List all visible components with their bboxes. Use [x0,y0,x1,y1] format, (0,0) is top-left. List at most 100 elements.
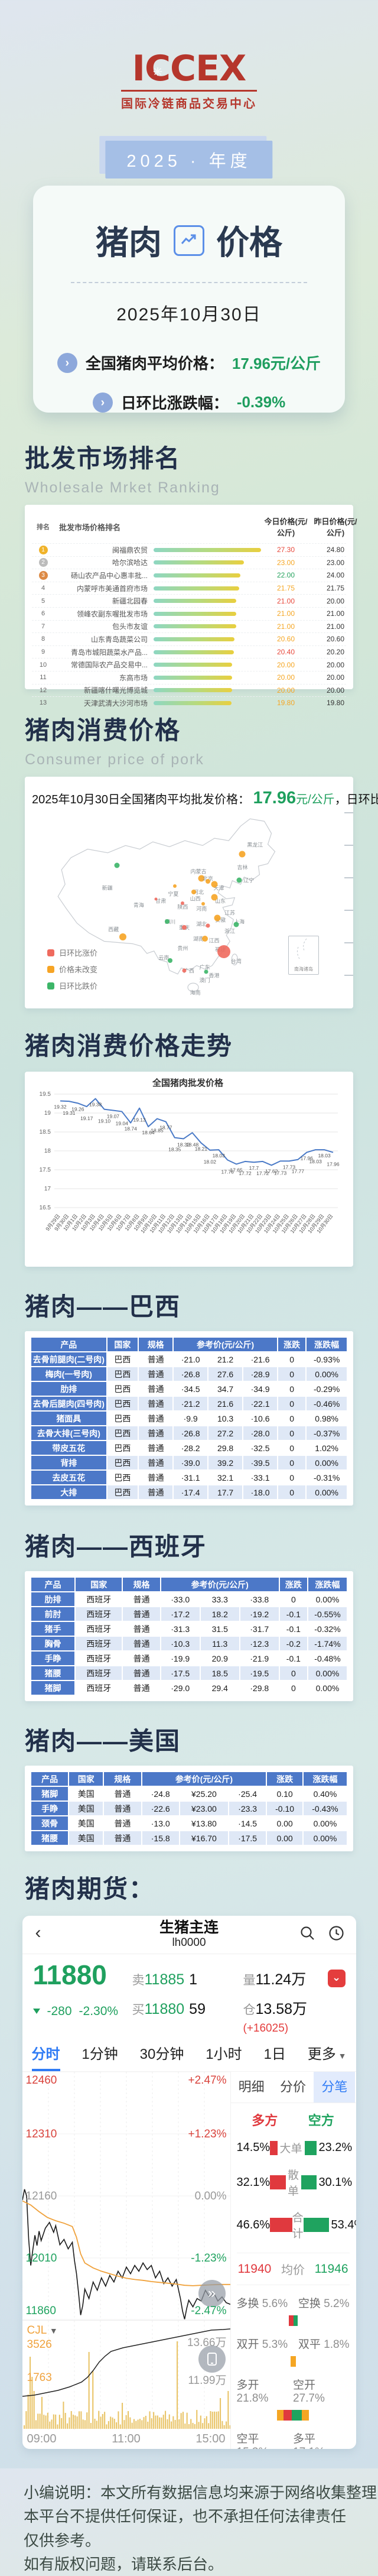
table-cell: ·26.8 [172,1425,209,1441]
column-header: 涨跌 [277,1336,307,1352]
table-cell: 普通 [138,1455,174,1471]
subtab-分笔[interactable]: 分笔 [314,2072,356,2103]
table-cell: 18.2 [199,1606,240,1622]
province-label: 江苏 [224,910,236,916]
stat-right: 空开 27.7% [293,2379,325,2405]
tab-1小时[interactable]: 1小时 [206,2046,242,2062]
size-label: 合计 [292,2212,304,2240]
yesterday-price: 20.00 [326,660,345,669]
price-bar [154,624,236,629]
table-cell: 0.00% [305,1366,348,1382]
trend-section-header: 猪肉消费价格走势 [25,1026,378,1062]
market-name: 包头市友谊 [112,622,148,631]
legend-item: 价格未改变 [47,963,97,975]
table-cell: 普通 [138,1440,174,1456]
futures-contract-heading: 生猪主连 lh0000 [159,1920,219,1949]
table-row: 猪脚 美国 普通 ·24.8 ¥25.20·25.4 0.10 0.40% [30,1786,348,1802]
back-button[interactable]: ‹ [35,1923,41,1942]
tab-30分钟[interactable]: 30分钟 [139,2046,184,2062]
rank-cell: 2 [32,558,54,567]
avg-price-row: 11940 均价 11946 [236,2253,350,2285]
tab-1日[interactable]: 1日 [263,2046,286,2062]
brand-subtitle: 国际冷链商品交易中心 [121,90,257,111]
table-cell: 西班牙 [74,1621,123,1637]
province-price-dot [191,889,196,894]
position-stat-row: 空平 15.3% 多平 17.1% [237,2430,350,2449]
futures-title: 猪肉期货： [25,1875,155,1903]
price-bar-track [154,573,261,578]
province-label: 天津 [213,885,224,891]
ranking-section-header: 批发市场排名 Wholesale Mrket Ranking [25,439,378,497]
subtab-分价[interactable]: 分价 [279,2079,306,2094]
table-cell: ·21.0 [172,1351,209,1367]
landscape-button[interactable] [198,2345,226,2373]
last-price: 11880 [32,1959,107,1990]
table-cell: ·21.9 [239,1650,280,1666]
price-bar [154,611,236,616]
svg-text:19.13: 19.13 [133,1117,146,1123]
legend-swatch-icon [47,982,54,989]
price-axis-label: 12010 [25,2252,57,2264]
indicator-dropdown[interactable]: CJL ▼ [27,2324,58,2337]
province-price-dot [164,919,170,924]
province-label: 西藏 [108,926,119,933]
period-tabs: 分时 1分钟 30分钟 1小时 1日 更多 ▼ [22,2039,356,2072]
yesterday-price: 20.60 [326,635,345,644]
svg-text:全国猪肉批发价格: 全国猪肉批发价格 [152,1078,224,1088]
hero-card: 猪肉 价格 2025年10月30日 › 全国猪肉平均价格： 17.96元/公斤 … [33,186,345,413]
yesterday-price: 21.00 [326,622,345,631]
yesterday-price: 19.80 [326,699,345,708]
bid-label: 买 [132,2003,145,2017]
table-row: 12 新疆喀什曙光博览城 20.00 20.00 [32,683,346,697]
table-cell: 0.00% [307,1665,348,1681]
table-cell: ·19.5 [239,1665,280,1681]
trend-title: 猪肉消费价格走势 [25,1032,233,1060]
svg-text:17.73: 17.73 [283,1164,296,1170]
table-cell: 美国 [68,1815,105,1831]
south-sea-inset: 南海诸岛 [288,936,319,975]
table-row: 9 青岛市城阳蔬菜水产品... 20.40 20.20 [32,645,346,658]
expand-button[interactable]: » [198,2280,226,2307]
table-cell: -0.31% [305,1469,348,1485]
clock-icon[interactable] [328,1925,344,1941]
report-date: 2025年10月30日 [116,305,262,325]
today-price: 20.00 [276,686,295,695]
table-cell: 33.3 [199,1591,240,1607]
province-label: 湖南 [193,936,204,942]
bull-label: 多方 [252,2113,278,2128]
province-price-dot [119,933,127,940]
tab-分时[interactable]: 分时 [31,2042,60,2071]
volume-pane: CJL ▼ 3526 1763 13.66万 11.99万 [22,2320,231,2430]
province-price-dot [211,881,218,888]
subtab-明细[interactable]: 明细 [238,2079,265,2094]
search-icon[interactable] [299,1925,315,1941]
table-cell: 0 [277,1484,307,1500]
disclaimer-line: 仅供参考。 [24,2531,101,2549]
province-price-dot [198,875,205,882]
ask-row: 卖11885 1 [132,1971,243,1988]
today-price: 20.40 [276,648,295,657]
table-cell: 带皮五花 [30,1440,107,1456]
table-row: 3 砀山农产品中心惠丰批... 22.00 24.00 [32,569,346,582]
price-bar-track [154,560,261,565]
svg-text:17: 17 [44,1186,51,1192]
table-cell: -0.1 [278,1621,308,1637]
table-row: 大排 巴西 普通 ·17.4 17.7·18.0 0 0.00% [30,1484,348,1500]
table-row: 去骨大排(三号肉) 巴西 普通 ·26.8 27.2·28.0 0 -0.37% [30,1425,348,1441]
tab-更多[interactable]: 更多 ▼ [307,2046,347,2062]
column-header: 规格 [122,1576,161,1592]
avg-price-value: 17.96元/公斤 [232,355,321,372]
time-label: 11:00 [112,2432,141,2445]
ranking-header-row: 排名 批发市场价格排名 今日价格(元/公斤) 昨日价格(元/公斤) [32,513,357,543]
table-cell: ·28.0 [242,1425,279,1441]
collapse-badge-icon[interactable]: ⌄ [327,1970,346,1987]
province-label: 宁夏 [168,891,179,897]
down-triangle-icon [32,2009,40,2014]
province-label: 安徽 [215,917,226,923]
table-cell: ·23.3 [227,1800,268,1816]
table-cell: 肋排 [30,1381,107,1397]
table-cell: ·17.4 [172,1484,209,1500]
table-cell: 肋排 [30,1591,76,1607]
tab-1分钟[interactable]: 1分钟 [82,2046,118,2062]
table-row: 猪手 西班牙 普通 ·31.3 31.5·31.7 -0.1 -0.32% [30,1621,348,1637]
